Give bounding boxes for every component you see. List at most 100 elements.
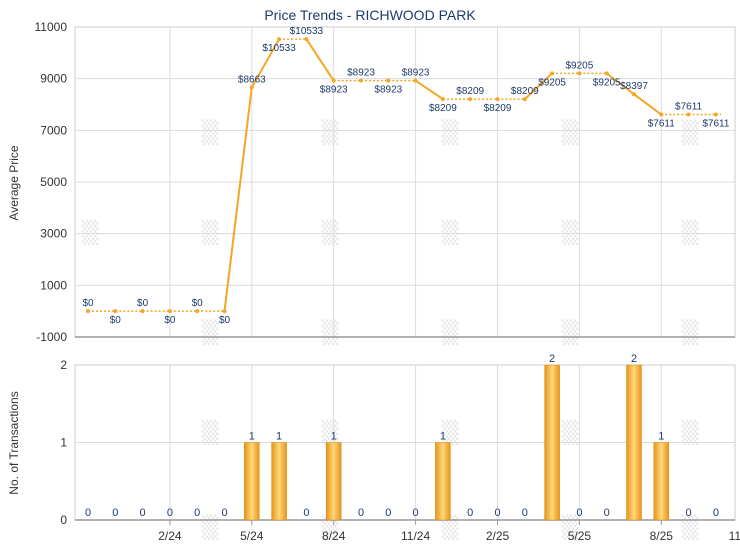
price-data-label: $7611 bbox=[702, 119, 730, 130]
price-data-label: $0 bbox=[164, 315, 176, 326]
watermark-glyph: ▒ bbox=[562, 319, 580, 346]
transaction-bar-label: 0 bbox=[522, 507, 528, 519]
transaction-bar-label: 1 bbox=[249, 431, 255, 443]
price-y-tick-label: -1000 bbox=[36, 330, 67, 344]
x-tick-label: 5/24 bbox=[240, 529, 264, 543]
watermark-glyph: ▒ bbox=[442, 219, 460, 246]
price-point bbox=[249, 85, 254, 90]
price-line-segment bbox=[524, 72, 553, 100]
price-data-label: $0 bbox=[137, 298, 149, 309]
price-data-label: $7611 bbox=[675, 102, 703, 113]
watermark-glyph: ▒ bbox=[562, 219, 580, 246]
price-data-label: $10533 bbox=[262, 43, 296, 54]
price-point bbox=[522, 97, 527, 102]
transaction-bar-label: 0 bbox=[494, 507, 500, 519]
price-data-label: $8663 bbox=[238, 74, 266, 85]
data-labels: 0 0 0 0 0 0 1 1 0 1 0 0 0 1 0 0 0 2 0 0 2 1 0 0 $0 $0 $0 $0 $0 $0 $866… bbox=[82, 26, 729, 519]
transaction-bar bbox=[325, 442, 342, 521]
price-chart-axes: -1000 1000 3000 5000 7000 9000 11000 bbox=[35, 20, 736, 344]
transactions-y-tick-label: 1 bbox=[60, 436, 67, 450]
watermark-glyph: ▒ bbox=[322, 119, 340, 146]
price-data-label: $0 bbox=[192, 298, 204, 309]
transaction-bar-label: 0 bbox=[85, 507, 91, 519]
x-tick-label: 11/24 bbox=[401, 529, 430, 543]
price-point bbox=[386, 78, 391, 83]
price-point bbox=[713, 112, 718, 117]
price-data-label: $8209 bbox=[429, 103, 457, 114]
transaction-bar-label: 0 bbox=[686, 507, 692, 519]
price-point bbox=[440, 97, 445, 102]
watermark-glyph: ▒ bbox=[322, 219, 340, 246]
watermark-glyph: ▒ bbox=[562, 119, 580, 146]
price-data-label: $0 bbox=[82, 298, 94, 309]
price-data-label: $9205 bbox=[538, 77, 566, 88]
price-data-label: $0 bbox=[219, 315, 231, 326]
price-point bbox=[222, 309, 227, 314]
price-point bbox=[604, 71, 609, 76]
transaction-bar-label: 0 bbox=[194, 507, 200, 519]
price-y-tick-label: 1000 bbox=[40, 278, 67, 292]
price-line-segment bbox=[305, 38, 335, 82]
transaction-bar bbox=[435, 442, 451, 521]
transaction-bar-label: 1 bbox=[440, 431, 446, 443]
price-data-label: $8209 bbox=[456, 86, 484, 97]
x-tick-label: 11/25 bbox=[729, 529, 740, 543]
transaction-bar-label: 0 bbox=[303, 507, 309, 519]
watermark-glyph: ▒ bbox=[322, 319, 340, 346]
price-y-tick-label: 3000 bbox=[40, 227, 67, 241]
transaction-bar-label: 0 bbox=[713, 507, 719, 519]
watermark-glyph: ▒ bbox=[442, 319, 460, 346]
price-point bbox=[686, 112, 691, 117]
transaction-bar-label: 0 bbox=[604, 507, 610, 519]
transaction-bar bbox=[244, 442, 260, 521]
price-data-label: $8209 bbox=[511, 86, 539, 97]
price-data-label: $10533 bbox=[290, 26, 324, 37]
price-point bbox=[331, 78, 336, 83]
price-data-label: $8923 bbox=[374, 85, 402, 96]
price-data-label: $9205 bbox=[565, 60, 593, 71]
watermark-glyph: ▒ bbox=[682, 419, 700, 446]
price-data-label: $7611 bbox=[648, 119, 676, 130]
price-point bbox=[195, 309, 200, 314]
transaction-bar bbox=[271, 442, 287, 521]
price-point bbox=[113, 309, 118, 314]
transactions-chart-axes: 0 1 2 2/24 5/24 8/24 11/24 2/25 5/25 8/25 11/25 bbox=[60, 358, 740, 543]
price-point bbox=[86, 309, 90, 314]
transaction-bar-label: 0 bbox=[167, 507, 173, 519]
price-y-tick-label: 5000 bbox=[40, 175, 67, 189]
transactions-y-axis-label: No. of Transactions bbox=[7, 391, 21, 494]
price-point bbox=[413, 78, 418, 83]
price-y-tick-label: 7000 bbox=[40, 123, 67, 137]
transaction-bar-label: 2 bbox=[631, 353, 637, 365]
watermark-glyph: ▒ bbox=[202, 219, 220, 246]
price-data-label: $0 bbox=[110, 315, 122, 326]
price-point bbox=[632, 92, 636, 97]
price-point bbox=[304, 37, 309, 42]
price-point bbox=[167, 309, 172, 314]
price-point bbox=[659, 112, 664, 117]
x-tick-label: 2/24 bbox=[158, 529, 182, 543]
watermark-glyph: ▒ bbox=[202, 119, 220, 146]
price-line-segment bbox=[606, 72, 635, 96]
price-y-tick-label: 9000 bbox=[40, 72, 67, 86]
transaction-bar bbox=[653, 442, 670, 521]
price-point bbox=[550, 71, 555, 76]
transaction-bar-label: 0 bbox=[140, 507, 146, 519]
watermark-glyph: ▒ bbox=[682, 219, 700, 246]
x-tick-label: 8/25 bbox=[650, 529, 674, 543]
price-point bbox=[359, 78, 363, 83]
transaction-bars bbox=[244, 364, 670, 521]
price-point bbox=[495, 97, 500, 102]
x-tick-label: 8/24 bbox=[322, 529, 346, 543]
transactions-y-tick-label: 0 bbox=[60, 513, 67, 527]
x-tick-label: 5/25 bbox=[568, 529, 592, 543]
transaction-bar-label: 0 bbox=[467, 507, 473, 519]
transaction-bar-label: 0 bbox=[358, 507, 364, 519]
transaction-bar-label: 1 bbox=[276, 431, 282, 443]
watermark-glyph: ▒ bbox=[202, 419, 220, 446]
watermark-glyph: ▒ bbox=[682, 119, 700, 146]
price-data-label: $8209 bbox=[484, 103, 512, 114]
watermark-glyph: ▒ bbox=[562, 419, 580, 446]
price-data-label: $8923 bbox=[347, 68, 375, 79]
transaction-bar-label: 0 bbox=[385, 507, 391, 519]
